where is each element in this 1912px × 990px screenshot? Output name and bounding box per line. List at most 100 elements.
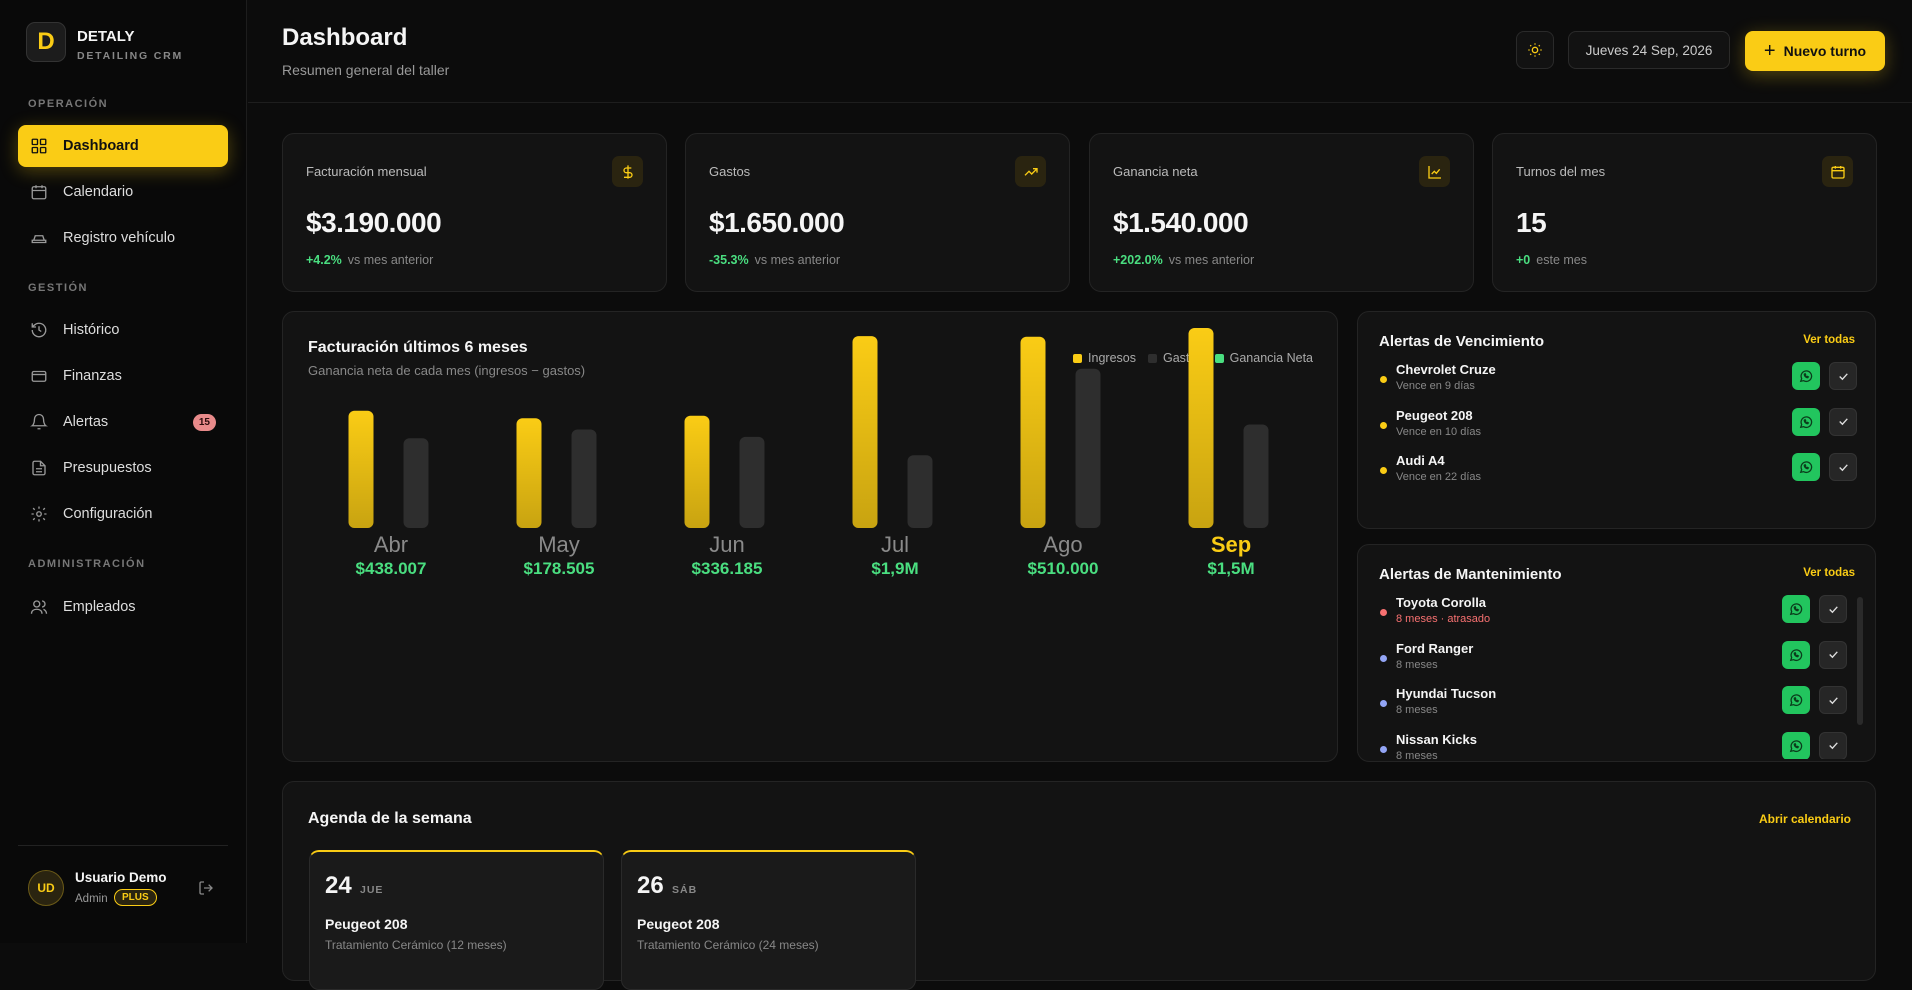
done-button[interactable] xyxy=(1819,731,1847,759)
nav-label[interactable]: Empleados xyxy=(63,599,136,615)
vehicle-name: Nissan Kicks xyxy=(1396,731,1477,747)
nav-label[interactable]: Alertas xyxy=(63,414,109,430)
agenda-title: Agenda de la semana xyxy=(308,810,472,827)
agenda-card: Agenda de la semana Abrir calendario 24 J… xyxy=(282,781,1876,990)
nav-item[interactable]: Configuración xyxy=(18,493,228,535)
alert-detail: 8 meses xyxy=(1396,749,1438,760)
nav-label[interactable]: Configuración xyxy=(63,506,153,522)
alert-title: Alertas de Mantenimiento xyxy=(1379,566,1562,583)
done-button[interactable] xyxy=(1819,595,1847,623)
day-number: 24 xyxy=(325,872,352,899)
nav-label[interactable]: Presupuestos xyxy=(63,460,152,476)
chart-card: Facturación últimos 6 meses Ganancia net… xyxy=(282,311,1338,762)
nav-icon xyxy=(31,138,47,154)
alert-link[interactable]: Ver todas xyxy=(1803,567,1855,579)
bar-shade xyxy=(1020,336,1046,528)
legend-entry: Ganancia Neta xyxy=(1214,351,1313,365)
alert-link[interactable]: Ver todas xyxy=(1803,334,1855,346)
vehicle: Peugeot 208 xyxy=(325,916,408,932)
stat-card: Gastos $1.650.000 -35.3% vs mes anterior xyxy=(685,133,1070,292)
section-title: OPERACIÓN xyxy=(28,98,109,110)
button-label[interactable]: Nuevo turno xyxy=(1783,43,1867,59)
nav-item[interactable]: Registro vehículo xyxy=(18,217,228,259)
stat-note: vs mes anterior xyxy=(347,253,434,267)
bar xyxy=(403,438,429,528)
alert-detail: 8 meses xyxy=(1396,658,1438,671)
status-dot xyxy=(1380,654,1387,662)
agenda-link[interactable]: Abrir calendario xyxy=(1758,812,1851,826)
user-role: Admin xyxy=(75,893,108,905)
brand-subtitle: DETAILING CRM xyxy=(77,50,184,62)
nav-item[interactable]: Alertas 15 xyxy=(18,401,228,443)
page-title: Dashboard xyxy=(282,24,408,51)
nav-label[interactable]: Registro vehículo xyxy=(63,230,176,246)
stat-change: +0 xyxy=(1516,253,1531,267)
new-appointment-button[interactable]: + Nuevo turno xyxy=(1745,31,1885,71)
logout-icon[interactable] xyxy=(198,880,214,896)
done-button[interactable] xyxy=(1819,640,1847,669)
whatsapp-button[interactable] xyxy=(1792,453,1820,481)
theme-toggle[interactable] xyxy=(1516,31,1554,69)
nav-badge: 15 xyxy=(192,413,216,431)
nav-item[interactable]: Empleados xyxy=(18,586,228,628)
nav-label[interactable]: Dashboard xyxy=(63,138,139,154)
stat-value: $1.540.000 xyxy=(1113,207,1249,238)
status-dot xyxy=(1380,609,1387,616)
stat-value: $3.190.000 xyxy=(306,207,442,238)
nav-item[interactable]: Calendario xyxy=(18,171,228,213)
stat-icon xyxy=(1419,156,1450,187)
whatsapp-button[interactable] xyxy=(1782,640,1810,669)
nav-item[interactable]: Histórico xyxy=(18,309,228,351)
divider xyxy=(18,845,228,846)
done-button[interactable] xyxy=(1819,686,1847,714)
nav-label[interactable]: Finanzas xyxy=(63,368,122,384)
alert-list: Toyota Corolla 8 meses · atrasado Ford Ran… xyxy=(1358,593,1875,760)
whatsapp-button[interactable] xyxy=(1782,595,1810,623)
nav-label[interactable]: Calendario xyxy=(63,184,134,200)
alert-list: Chevrolet Cruze Vence en 9 días Peugeot 20… xyxy=(1358,360,1875,526)
legend-swatch xyxy=(1214,353,1224,363)
x-tick-label: May xyxy=(538,532,580,557)
nav-item[interactable]: Finanzas xyxy=(18,355,228,397)
stat-card: Facturación mensual $3.190.000 +4.2% vs mes… xyxy=(282,133,667,292)
nav-label[interactable]: Histórico xyxy=(63,322,120,338)
date: Jueves 24 Sep, 2026 xyxy=(1568,31,1730,69)
stat-change: +4.2% xyxy=(306,253,342,267)
legend-swatch xyxy=(1073,353,1083,363)
nav-icon xyxy=(31,235,47,244)
whatsapp-button[interactable] xyxy=(1782,731,1810,759)
vehicle-name: Audi A4 xyxy=(1396,453,1445,468)
status-dot xyxy=(1380,421,1387,429)
vehicle-name: Chevrolet Cruze xyxy=(1396,362,1496,377)
stat-change-row: +202.0% vs mes anterior xyxy=(1113,253,1254,267)
sidebar: D DETALY DETAILING CRM OPERACIÓN Dashboar… xyxy=(0,0,247,943)
section-title: GESTIÓN xyxy=(28,282,89,294)
vehicle: Peugeot 208 xyxy=(637,916,720,932)
stat-note: vs mes anterior xyxy=(754,253,841,267)
whatsapp-button[interactable] xyxy=(1792,362,1820,390)
nav-item[interactable]: Presupuestos xyxy=(18,447,228,489)
service: Tratamiento Cerámico (24 meses) xyxy=(637,938,819,952)
logo: D xyxy=(26,22,66,62)
nav-item[interactable]: Dashboard xyxy=(18,125,228,167)
icon xyxy=(1830,165,1845,179)
done-button[interactable] xyxy=(1829,453,1857,481)
done-button[interactable] xyxy=(1829,362,1857,390)
stat-note: vs mes anterior xyxy=(1168,253,1255,267)
x-tick-label: Jun xyxy=(709,532,744,557)
whatsapp-button[interactable] xyxy=(1792,407,1820,436)
done-button[interactable] xyxy=(1829,407,1857,436)
status-dot xyxy=(1380,745,1387,753)
chart-subtitle: Ganancia neta de cada mes (ingresos − ga… xyxy=(308,363,586,378)
user-name: Usuario Demo xyxy=(75,870,167,885)
data-label: $438.007 xyxy=(356,559,427,578)
legend-label: Ingresos xyxy=(1088,351,1136,365)
stat-change-row: +4.2% vs mes anterior xyxy=(306,253,433,267)
stat-change: -35.3% xyxy=(709,253,749,267)
stat-icon xyxy=(1015,156,1046,187)
icon xyxy=(1427,165,1441,179)
alert-card: Alertas de Mantenimiento Ver todas Toyota … xyxy=(1357,544,1876,762)
vehicle-name: Toyota Corolla xyxy=(1396,595,1487,610)
whatsapp-button[interactable] xyxy=(1782,686,1810,714)
avatar: UD xyxy=(28,870,64,906)
